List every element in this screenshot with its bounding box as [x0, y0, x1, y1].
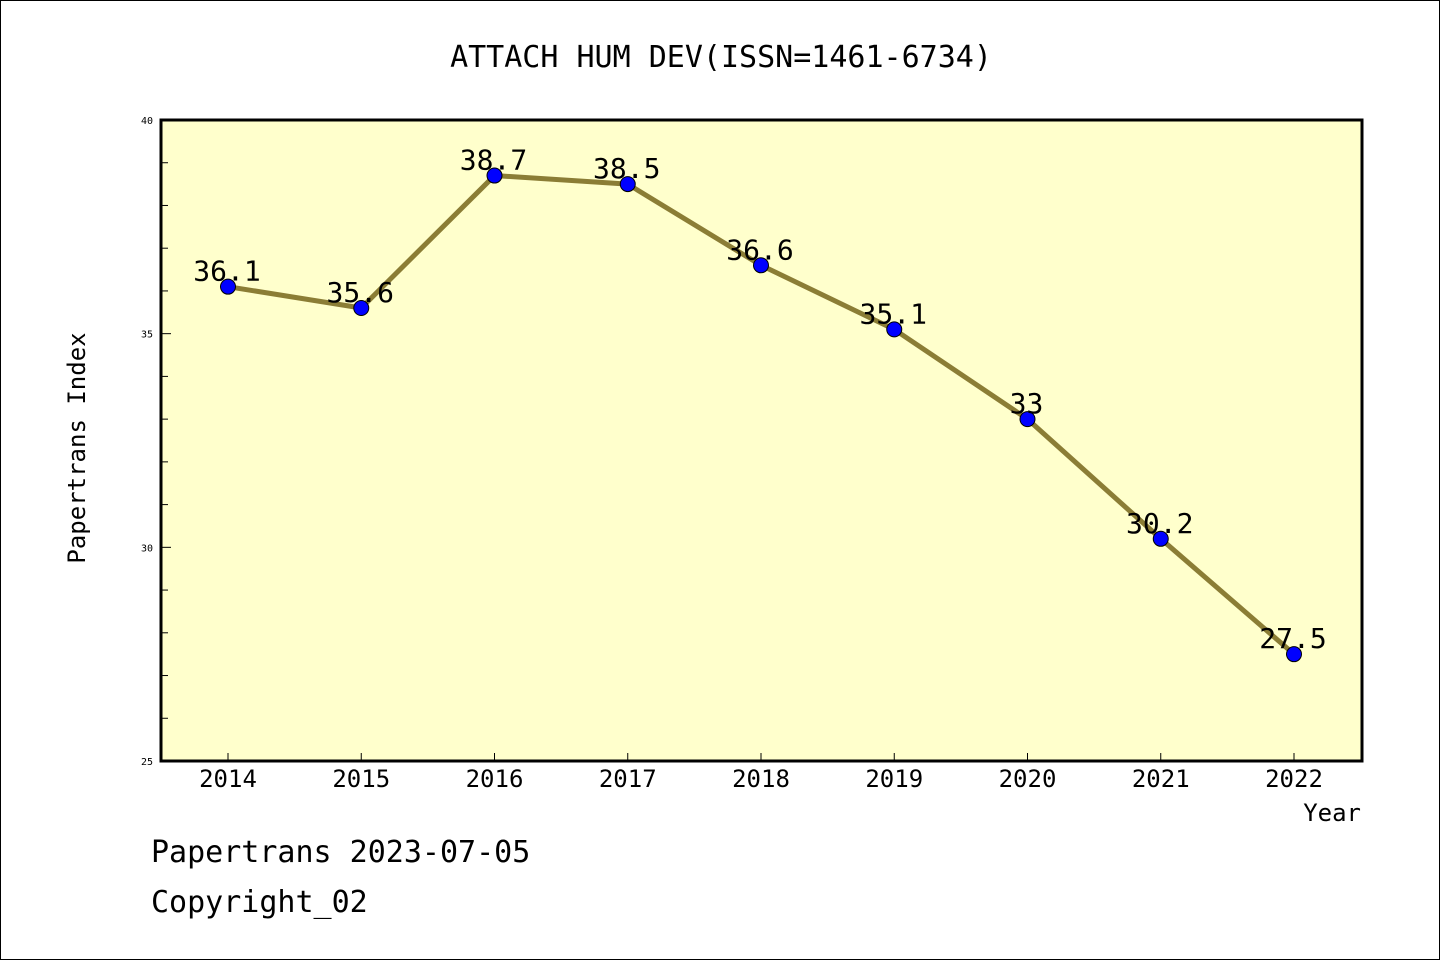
x-tick-label: 2021 — [1132, 765, 1190, 793]
data-point-2019 — [886, 321, 903, 338]
y-tick-label: 35 — [141, 330, 153, 341]
footer-copyright: Copyright_02 — [151, 885, 368, 920]
data-point-2015 — [353, 300, 370, 317]
data-point-2020 — [1019, 411, 1036, 428]
y-tick-label: 25 — [141, 757, 153, 768]
data-point-2014 — [220, 278, 236, 295]
data-label-2019: 35.1 — [860, 297, 927, 330]
x-tick-label: 2018 — [732, 765, 790, 793]
x-tick-label: 2019 — [865, 765, 923, 793]
x-tick-label: 2014 — [199, 765, 257, 793]
data-point-2022 — [1286, 646, 1302, 663]
x-tick-label: 2015 — [332, 765, 390, 793]
data-label-2021: 30.2 — [1126, 507, 1193, 540]
footer-date-line: Papertrans 2023-07-05 — [151, 835, 531, 870]
y-tick-label: 40 — [141, 116, 153, 127]
data-label-2020: 33 — [1010, 387, 1044, 420]
x-tick-label: 2016 — [466, 765, 524, 793]
chart-title: ATTACH HUM DEV(ISSN=1461-6734) — [450, 40, 992, 75]
x-axis-label: Year — [1303, 799, 1361, 827]
plot-area — [159, 118, 1364, 763]
y-tick-label: 30 — [141, 543, 153, 554]
data-label-2017: 38.5 — [593, 152, 660, 185]
x-tick-label: 2020 — [999, 765, 1057, 793]
x-tick-label: 2022 — [1265, 765, 1323, 793]
y-axis-label: Papertrans Index — [63, 332, 91, 563]
x-axis: 2014 2015 2016 2017 2018 2019 2020 2021 2022 — [199, 753, 1323, 793]
data-label-2022: 27.5 — [1259, 622, 1326, 655]
data-point-2021 — [1152, 530, 1169, 547]
data-label-2018: 36.6 — [726, 233, 793, 266]
y-axis: 25 30 35 40 — [141, 116, 171, 768]
data-point-2016 — [486, 167, 503, 184]
series-papertrans-index: 36.1 35.6 38.7 38.5 36.6 35.1 33 30.2 27.5 — [193, 144, 1327, 663]
data-label-2014: 36.1 — [193, 255, 260, 288]
data-label-2016: 38.7 — [460, 144, 527, 177]
data-label-2015: 35.6 — [327, 276, 394, 309]
data-point-2017 — [619, 176, 636, 193]
data-point-2018 — [753, 257, 769, 274]
x-tick-label: 2017 — [599, 765, 657, 793]
